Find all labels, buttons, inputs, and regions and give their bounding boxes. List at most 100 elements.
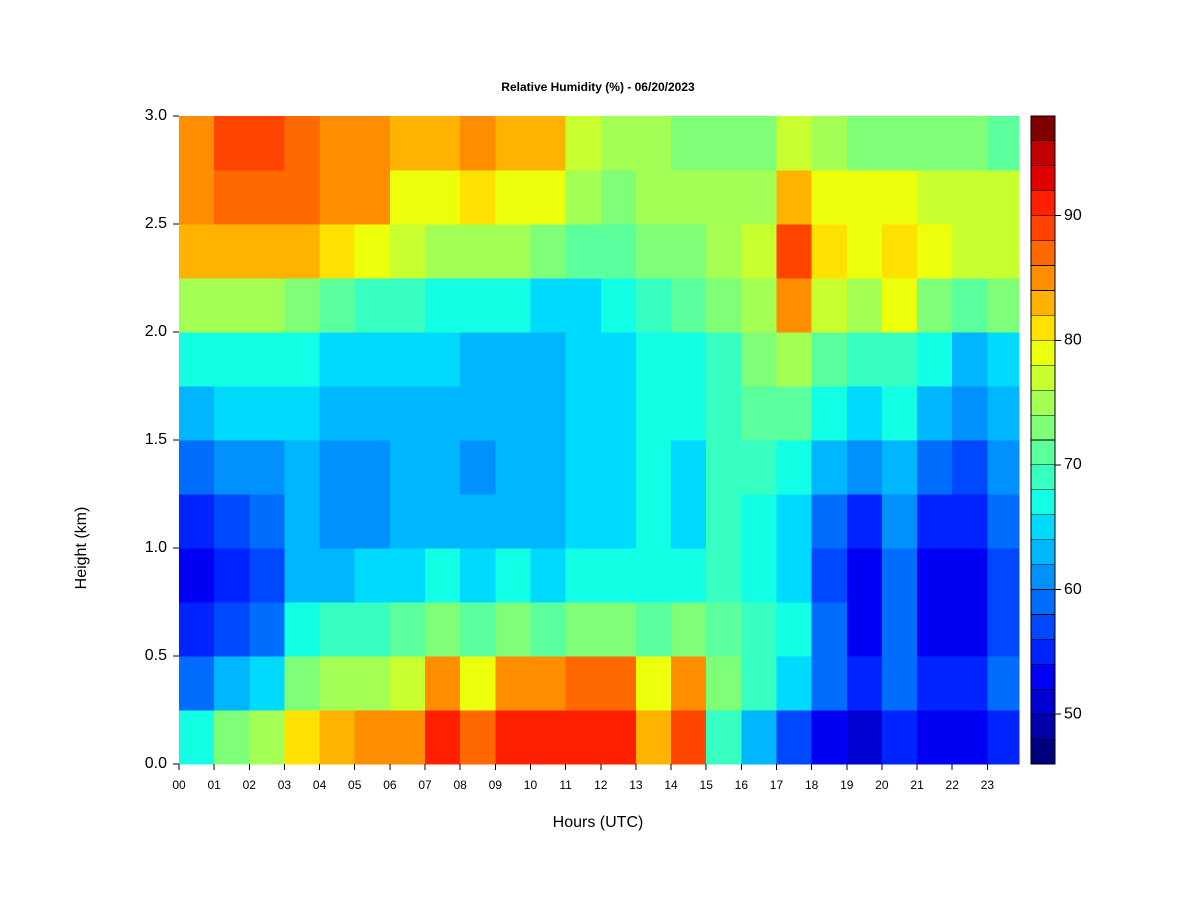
heat-cell: [179, 170, 215, 225]
heat-cell: [987, 548, 1020, 603]
heat-cell: [354, 170, 391, 225]
heat-cell: [671, 656, 707, 711]
heat-cell: [565, 548, 602, 603]
heat-cell: [179, 224, 215, 279]
x-tick-label: 18: [805, 778, 819, 792]
heat-cell: [495, 656, 531, 711]
heat-cell: [811, 548, 848, 603]
heat-cell: [354, 656, 391, 711]
heat-cell: [776, 494, 813, 549]
heat-cell: [249, 170, 285, 225]
heat-cell: [249, 224, 285, 279]
heat-cell: [776, 224, 813, 279]
heat-cell: [881, 440, 918, 495]
heat-cell: [249, 602, 285, 657]
heat-cell: [284, 332, 321, 387]
heat-cell: [495, 710, 531, 765]
heat-cell: [214, 278, 250, 333]
heat-cell: [495, 116, 531, 171]
heat-cell: [706, 656, 742, 711]
heat-cell: [811, 386, 848, 441]
heat-cell: [319, 386, 356, 441]
heat-cell: [635, 332, 672, 387]
heat-cell: [776, 710, 813, 765]
heat-cell: [635, 386, 672, 441]
heat-cell: [179, 386, 215, 441]
heat-cell: [952, 224, 988, 279]
heat-cell: [460, 656, 496, 711]
heat-cell: [600, 494, 637, 549]
heat-cell: [179, 332, 215, 387]
heat-cell: [917, 224, 953, 279]
heat-cell: [846, 332, 883, 387]
heat-cell: [530, 494, 567, 549]
heat-cell: [776, 278, 813, 333]
heat-cell: [846, 224, 883, 279]
heat-cell: [530, 656, 567, 711]
heat-cell: [284, 224, 321, 279]
heat-cell: [811, 116, 848, 171]
x-tick-label: 14: [664, 778, 678, 792]
colorbar-tick-label: 60: [1064, 581, 1082, 598]
heat-cell: [635, 170, 672, 225]
x-tick-label: 20: [875, 778, 889, 792]
heat-cell: [460, 386, 496, 441]
heat-cell: [565, 494, 602, 549]
heat-cell: [425, 494, 461, 549]
heat-cell: [354, 224, 391, 279]
heat-cell: [354, 332, 391, 387]
heat-cell: [319, 494, 356, 549]
colorbar-box: [1030, 713, 1056, 740]
heat-cell: [600, 440, 637, 495]
heat-cell: [284, 494, 321, 549]
colorbar-box: [1030, 364, 1056, 391]
heat-cell: [811, 278, 848, 333]
heat-cell: [495, 332, 531, 387]
heat-cell: [425, 548, 461, 603]
heat-cell: [389, 278, 426, 333]
heat-cell: [881, 278, 918, 333]
y-tick-label: 0.5: [145, 647, 167, 664]
heat-cell: [354, 116, 391, 171]
heat-cell: [565, 656, 602, 711]
heat-cell: [600, 224, 637, 279]
heat-cell: [284, 170, 321, 225]
heat-cell: [846, 278, 883, 333]
heat-cell: [565, 224, 602, 279]
heat-cell: [214, 170, 250, 225]
heat-cell: [706, 710, 742, 765]
colorbar-box: [1030, 340, 1056, 366]
heat-cell: [917, 710, 953, 765]
heat-cell: [389, 710, 426, 765]
heat-cell: [917, 440, 953, 495]
heat-cell: [389, 548, 426, 603]
colorbar-box: [1030, 489, 1056, 516]
x-tick-label: 01: [207, 778, 221, 792]
heat-cell: [425, 602, 461, 657]
heat-cell: [179, 548, 215, 603]
heat-cell: [565, 440, 602, 495]
heat-cell: [530, 548, 567, 603]
colorbar-box: [1030, 514, 1056, 540]
heat-cell: [319, 170, 356, 225]
heat-cell: [846, 602, 883, 657]
colorbar-box: [1030, 589, 1056, 615]
heat-cell: [284, 116, 321, 171]
heat-cell: [635, 440, 672, 495]
heat-cell: [249, 548, 285, 603]
heat-cell: [389, 494, 426, 549]
heat-cell: [284, 548, 321, 603]
heat-cell: [460, 602, 496, 657]
heat-cell: [952, 548, 988, 603]
colorbar-box: [1030, 240, 1056, 266]
heat-cell: [460, 224, 496, 279]
heat-cell: [249, 332, 285, 387]
heat-cell: [846, 548, 883, 603]
colorbar-tick-label: 90: [1064, 207, 1082, 224]
heat-cell: [635, 710, 672, 765]
heat-cell: [635, 224, 672, 279]
heat-cell: [881, 332, 918, 387]
heat-cell: [214, 602, 250, 657]
colorbar-box: [1030, 639, 1056, 665]
heat-cell: [706, 440, 742, 495]
